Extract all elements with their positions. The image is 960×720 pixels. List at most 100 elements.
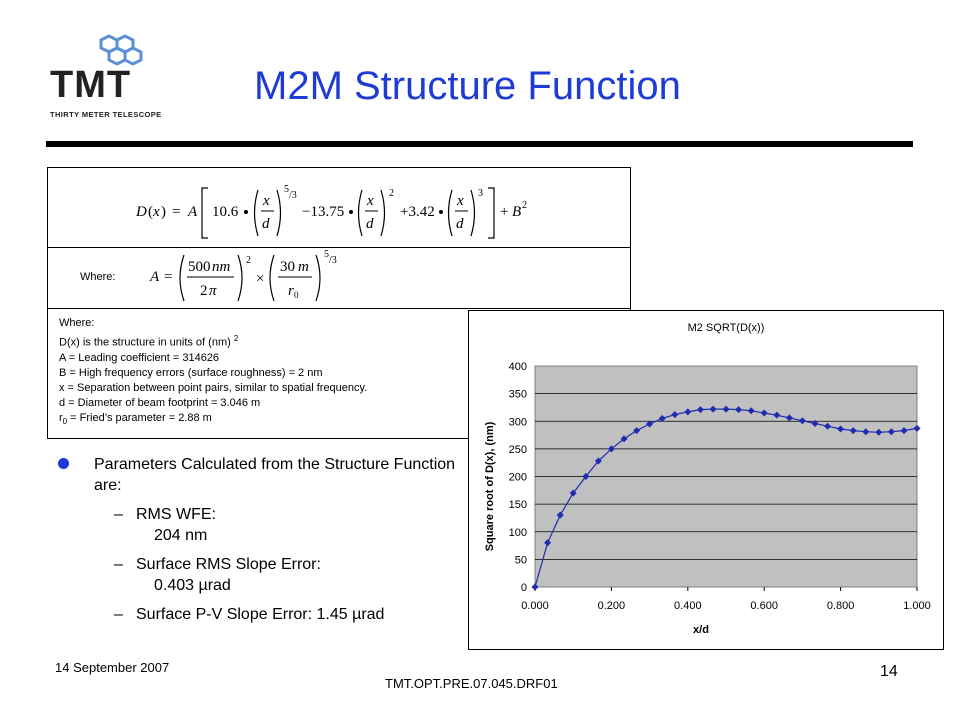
bullet-dot-icon [58,458,69,469]
data-point [722,405,730,413]
x-tick-label: 0.400 [674,600,702,612]
svg-text:x: x [366,193,374,209]
data-point [620,435,628,443]
data-point [671,411,679,419]
data-point [900,427,908,435]
data-point [594,457,602,465]
data-point [760,409,768,417]
x-tick-label: 0.800 [827,600,855,612]
data-point [646,420,654,428]
chart-title: M2 SQRT(D(x)) [688,322,765,334]
svg-text:2: 2 [246,255,251,266]
svg-text:30: 30 [280,259,295,275]
tmt-logo-hexagons [99,34,143,66]
y-tick-label: 250 [509,444,527,456]
svg-text:2: 2 [200,283,208,299]
logo-wordmark: TMT [50,64,132,106]
data-point [887,428,895,436]
x-tick-label: 0.000 [521,600,549,612]
structure-function-chart: M2 SQRT(D(x)) 0 50 100 150 200 250 300 350 400 0.0… [484,322,931,636]
svg-text:nm: nm [212,259,231,275]
equation-box: D ( x ) = A 10.6 x d 5 /3 −13.75 x d 2 +… [47,167,631,439]
bullet-list: Parameters Calculated from the Structure… [56,454,456,625]
svg-text:d: d [456,216,464,232]
definition-d: d = Diameter of beam footprint = 3.046 m [59,396,261,409]
dash-icon: – [114,556,123,573]
svg-text:d: d [366,216,374,232]
bullet-value: 204 nm [154,527,208,544]
dash-icon: – [114,606,123,623]
data-point [556,511,564,519]
svg-text:3: 3 [478,188,483,199]
title-rule [46,141,913,147]
bullet-main: Parameters Calculated from the Structure… [56,454,456,496]
data-point [633,427,641,435]
data-point [709,405,717,413]
definitions-where: Where: [59,317,95,329]
page-number: 14 [880,663,898,680]
svg-text:π: π [209,283,217,299]
definition-r0: r0 = Fried’s parameter = 2.88 m [59,411,212,426]
svg-text:5: 5 [284,184,289,195]
x-tick-label: 1.000 [903,600,931,612]
svg-text:+3.42: +3.42 [400,204,435,220]
svg-text:): ) [161,204,166,220]
svg-text:(: ( [148,204,153,220]
svg-text:2: 2 [522,200,527,211]
bullet-pv-slope: – Surface P-V Slope Error: 1.45 µrad [56,604,456,625]
slide-title: M2M Structure Function [254,64,681,108]
y-axis-label: Square root of D(x), (nm) [484,421,496,551]
svg-text:=: = [172,204,180,220]
where-label: Where: [80,271,116,283]
data-point [582,473,590,480]
svg-text:=: = [164,269,172,285]
equation-divider [48,247,630,248]
data-point [747,407,755,415]
svg-text:2: 2 [389,188,394,199]
data-point [658,414,666,422]
data-point [569,489,577,497]
y-tick-label: 300 [509,416,527,428]
svg-text:r: r [288,283,294,299]
svg-text:x: x [152,204,160,220]
definitions-list: Where: D(x) is the structure in units of… [59,316,367,429]
svg-text:m: m [298,259,309,275]
svg-text:x: x [456,193,464,209]
bullet-value: 0.403 µrad [154,577,231,594]
svg-text:/3: /3 [289,190,297,201]
x-tick-label: 0.600 [750,600,778,612]
definition-dx: D(x) is the structure in units of (nm) 2 [59,334,239,349]
svg-text:10.6: 10.6 [212,204,239,220]
data-point [785,414,793,422]
main-equation: D ( x ) = A 10.6 x d 5 /3 −13.75 x d 2 +… [135,184,527,239]
data-point [824,422,832,430]
svg-text:x: x [262,193,270,209]
y-tick-label: 50 [515,554,527,566]
bullet-main-text: Parameters Calculated from the Structure… [94,456,456,494]
svg-text:−13.75: −13.75 [302,204,344,220]
y-tick-label: 200 [509,472,527,484]
bullet-label: Surface P-V Slope Error: 1.45 µrad [136,606,385,623]
data-point [798,417,806,425]
bullet-rms-slope: – Surface RMS Slope Error: 0.403 µrad [56,554,456,596]
logo-subtitle: THIRTY METER TELESCOPE [50,110,162,119]
bullet-label: Surface RMS Slope Error: [136,556,321,573]
bullet-rms-wfe: – RMS WFE: 204 nm [56,504,456,546]
svg-text:0: 0 [294,290,299,300]
data-point [913,424,921,432]
data-point [684,408,692,416]
y-tick-label: 400 [509,361,527,373]
definitions-divider [48,308,630,309]
svg-text:500: 500 [188,259,211,275]
x-axis-label: x/d [693,624,709,636]
definition-b: B = High frequency errors (surface rough… [59,366,323,379]
data-point [837,425,845,433]
footer-doc-id: TMT.OPT.PRE.07.045.DRF01 [385,676,558,691]
svg-text:A: A [149,269,160,285]
data-point [696,406,704,414]
data-point [607,445,615,453]
data-point [849,427,857,435]
svg-text:D: D [135,204,147,220]
y-tick-label: 0 [521,582,527,594]
data-point [544,539,552,547]
